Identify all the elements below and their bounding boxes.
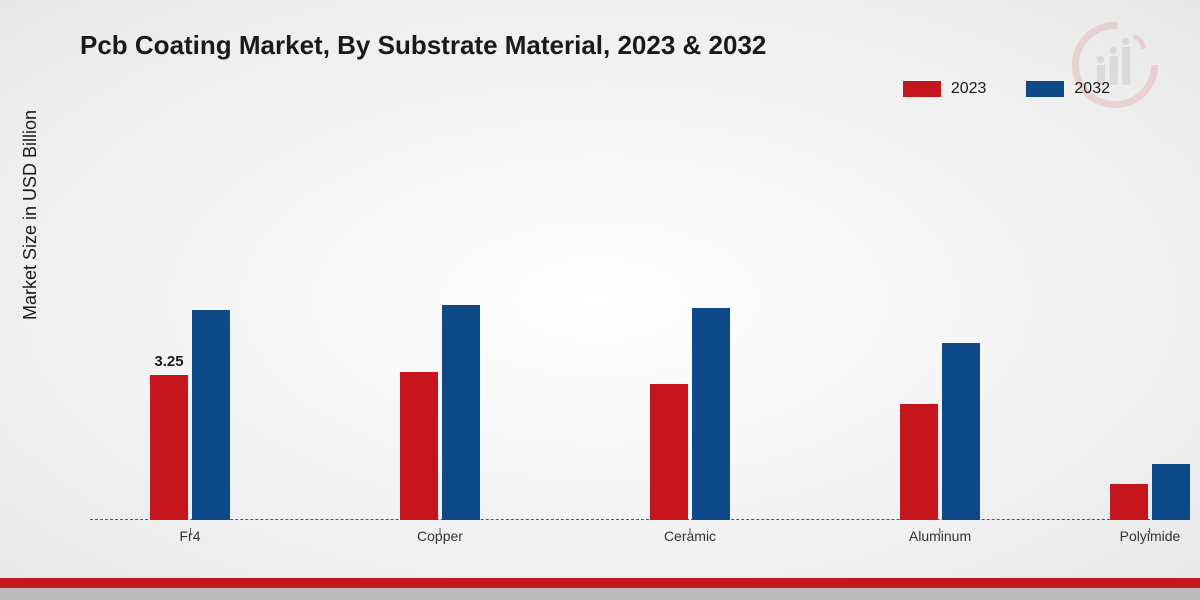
bar	[900, 404, 938, 520]
footer-bar	[0, 578, 1200, 600]
legend-label-2023: 2023	[951, 80, 987, 98]
bar	[650, 384, 688, 520]
legend: 2023 2032	[903, 80, 1110, 98]
footer-gray-stripe	[0, 588, 1200, 600]
y-axis-label: Market Size in USD Billion	[20, 110, 41, 320]
bar	[1110, 484, 1148, 520]
bar	[400, 372, 438, 520]
footer-red-stripe	[0, 578, 1200, 588]
x-axis-label: Aluminum	[909, 528, 971, 544]
bar-group: 3.25Fr4	[130, 310, 250, 520]
chart-title: Pcb Coating Market, By Substrate Materia…	[80, 30, 766, 61]
bar-group: Aluminum	[880, 343, 1000, 520]
legend-label-2032: 2032	[1074, 80, 1110, 98]
x-axis-label: Copper	[417, 528, 463, 544]
bar-value-label: 3.25	[154, 353, 183, 370]
bar	[1152, 464, 1190, 520]
plot-area: 3.25Fr4CopperCeramicAluminumPolyimide	[90, 140, 1170, 520]
legend-item-2032: 2032	[1026, 80, 1110, 98]
legend-swatch-2023	[903, 81, 941, 97]
legend-item-2023: 2023	[903, 80, 987, 98]
bar: 3.25	[150, 375, 188, 520]
bar	[692, 308, 730, 520]
bar-group: Copper	[380, 305, 500, 520]
bar	[942, 343, 980, 520]
x-axis-label: Polyimide	[1120, 528, 1181, 544]
chart-container: Pcb Coating Market, By Substrate Materia…	[0, 0, 1200, 600]
x-axis-label: Ceramic	[664, 528, 716, 544]
legend-swatch-2032	[1026, 81, 1064, 97]
bar-group: Ceramic	[630, 308, 750, 520]
x-axis-label: Fr4	[180, 528, 201, 544]
bar	[442, 305, 480, 520]
bar	[192, 310, 230, 520]
bar-group: Polyimide	[1090, 464, 1200, 520]
